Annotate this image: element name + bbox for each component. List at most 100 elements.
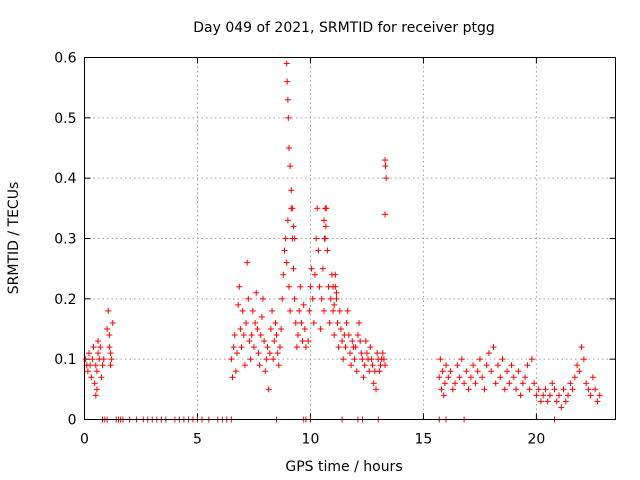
data-point <box>230 344 237 351</box>
data-point <box>90 344 97 351</box>
data-point <box>506 380 513 387</box>
data-point <box>314 205 321 212</box>
data-point <box>235 301 242 308</box>
data-point <box>284 78 291 85</box>
data-point <box>105 307 112 314</box>
data-point <box>247 356 254 363</box>
data-point <box>361 362 368 369</box>
data-point <box>359 356 366 363</box>
data-point <box>553 398 560 405</box>
data-point <box>100 356 107 363</box>
data-point <box>333 295 340 302</box>
data-point <box>519 380 526 387</box>
data-point <box>380 356 387 363</box>
data-point <box>327 295 334 302</box>
data-point <box>354 332 361 339</box>
data-point <box>291 295 298 302</box>
data-point <box>283 259 290 266</box>
data-point <box>311 271 318 278</box>
data-point <box>301 326 308 332</box>
data-point <box>272 319 279 326</box>
data-point <box>440 392 447 399</box>
data-points <box>82 60 603 423</box>
data-point <box>362 338 369 345</box>
data-point <box>490 344 497 351</box>
data-point <box>306 307 313 314</box>
data-point <box>583 380 590 387</box>
data-point <box>86 350 93 357</box>
data-point <box>596 392 603 399</box>
data-point <box>356 319 363 326</box>
data-point <box>580 356 587 363</box>
data-point <box>296 307 303 314</box>
data-point <box>243 319 250 326</box>
data-point <box>589 374 596 381</box>
data-point <box>369 362 376 369</box>
data-point <box>98 374 105 381</box>
data-point <box>106 332 113 339</box>
data-point <box>592 386 599 393</box>
y-tick-label: 0 <box>68 413 77 429</box>
data-point <box>234 350 241 357</box>
data-point <box>376 368 383 375</box>
data-point <box>95 338 102 345</box>
data-point <box>84 368 91 375</box>
data-point <box>517 392 524 399</box>
data-point <box>372 386 379 393</box>
data-point <box>508 362 515 369</box>
data-point <box>458 356 465 363</box>
data-point <box>92 392 99 399</box>
x-tick-label: 5 <box>193 432 202 448</box>
data-point <box>285 145 292 151</box>
data-point <box>558 404 565 411</box>
data-point <box>374 350 381 357</box>
data-point <box>270 356 277 363</box>
data-point <box>288 187 295 194</box>
data-point <box>284 217 291 224</box>
data-point <box>452 380 459 387</box>
data-point <box>467 374 474 381</box>
data-point <box>352 344 359 351</box>
data-point <box>262 368 269 375</box>
data-point <box>331 332 338 339</box>
data-point <box>107 362 114 369</box>
data-point <box>349 338 356 345</box>
data-point <box>351 356 358 363</box>
data-point <box>91 380 98 387</box>
data-point <box>97 344 104 351</box>
data-point <box>461 380 468 387</box>
data-point <box>318 295 325 302</box>
data-point <box>368 356 375 363</box>
data-point <box>299 338 306 345</box>
data-point <box>569 386 576 393</box>
data-point <box>261 338 268 345</box>
data-point <box>326 319 333 326</box>
data-point <box>99 362 106 369</box>
data-point <box>333 289 340 296</box>
data-point <box>495 362 502 369</box>
data-point <box>347 350 353 357</box>
y-tick-label: 0.1 <box>54 352 76 368</box>
data-point <box>256 362 263 369</box>
data-point <box>499 356 506 363</box>
data-point <box>363 350 370 357</box>
data-point <box>336 307 343 314</box>
x-tick-label: 10 <box>302 432 320 448</box>
data-point <box>229 374 236 381</box>
data-point <box>250 344 257 351</box>
data-point <box>344 307 351 314</box>
data-point <box>271 338 278 345</box>
y-tick-label: 0.3 <box>54 232 76 248</box>
data-point <box>87 362 94 369</box>
data-point <box>337 326 344 332</box>
data-point <box>290 223 297 230</box>
data-point <box>531 380 538 387</box>
data-point <box>240 332 247 339</box>
data-point <box>544 398 551 405</box>
y-tick-label: 0.5 <box>54 111 76 127</box>
data-point <box>249 307 256 314</box>
data-point <box>321 235 328 242</box>
data-point <box>300 301 307 308</box>
data-point <box>287 307 294 314</box>
data-point <box>540 392 547 399</box>
